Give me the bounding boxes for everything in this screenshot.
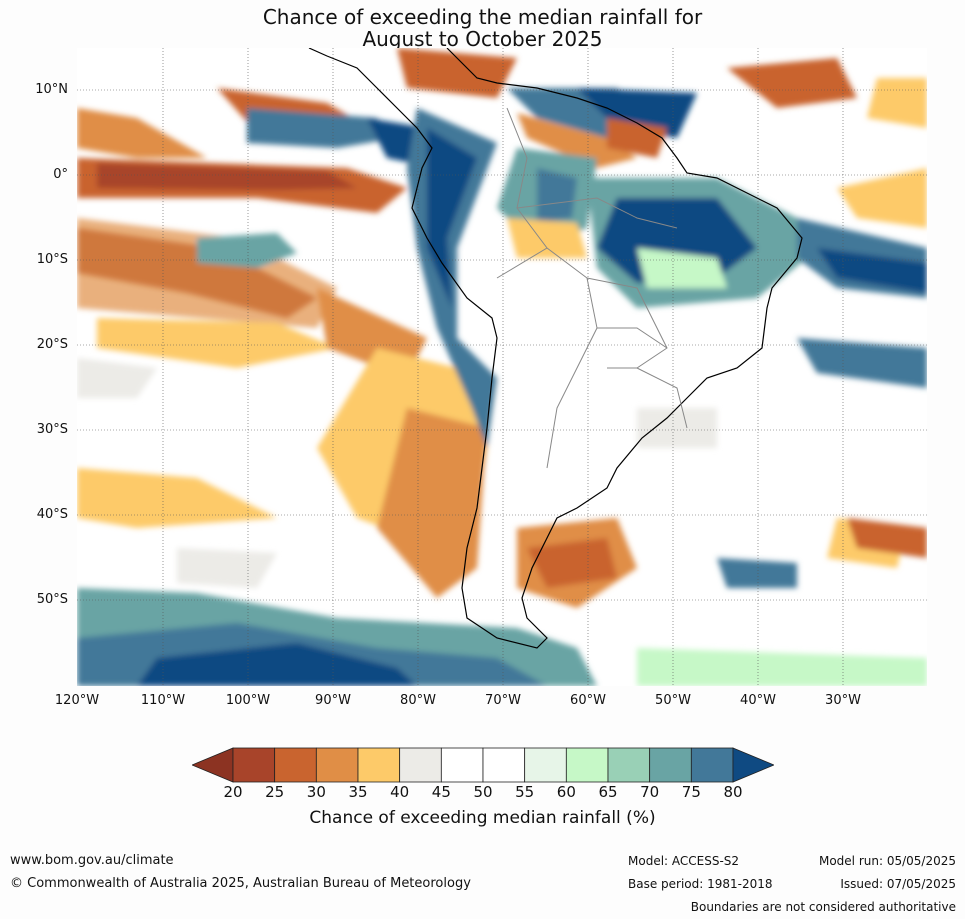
footer-issued: Issued: 07/05/2025 (840, 877, 956, 891)
footer-model: Model: ACCESS-S2 (628, 854, 740, 868)
lat-label-40s: 40°S (36, 507, 68, 522)
lat-label-20s: 20°S (36, 337, 68, 352)
lat-label-50s: 50°S (36, 592, 68, 607)
colorbar-bin (524, 747, 567, 783)
colorbar-tick-label: 60 (556, 783, 576, 801)
map-title-line2: August to October 2025 (362, 27, 603, 51)
colorbar-bin (274, 747, 317, 783)
lon-label-100w: 100°W (225, 693, 271, 708)
colorbar-tick-label: 30 (306, 783, 326, 801)
colorbar-bin (440, 747, 484, 783)
colorbar-extend-low (192, 747, 234, 783)
colorbar-tick-label: 55 (515, 783, 535, 801)
colorbar-tick-label: 80 (723, 783, 743, 801)
colorbar-tick-label: 75 (681, 783, 701, 801)
colorbar-tick-label: 25 (265, 783, 285, 801)
colorbar-tick-label: 70 (640, 783, 660, 801)
lon-label-40w: 40°W (740, 693, 776, 708)
colorbar-tick-label: 20 (223, 783, 243, 801)
probability-field (77, 48, 927, 686)
colorbar (192, 747, 774, 783)
lon-label-80w: 80°W (400, 693, 436, 708)
colorbar-bin (482, 747, 526, 783)
footer-copyright: © Commonwealth of Australia 2025, Austra… (10, 876, 471, 891)
rainfall-probability-map (77, 48, 927, 686)
lon-label-110w: 110°W (140, 693, 186, 708)
lat-label-10n: 10°N (35, 82, 68, 97)
map-title-line1: Chance of exceeding the median rainfall … (262, 5, 703, 29)
south-america-coastline (308, 48, 803, 649)
lon-label-50w: 50°W (655, 693, 691, 708)
lat-label-30s: 30°S (36, 422, 68, 437)
lon-label-30w: 30°W (825, 693, 861, 708)
footer-base-period: Base period: 1981-2018 (628, 877, 773, 891)
colorbar-bin (649, 747, 692, 783)
lon-label-120w: 120°W (54, 693, 100, 708)
colorbar-tick-label: 40 (390, 783, 410, 801)
colorbar-bin (315, 747, 359, 783)
colorbar-bin (565, 747, 609, 783)
lat-label-0: 0° (53, 167, 68, 182)
colorbar-bin (399, 747, 442, 783)
lon-label-60w: 60°W (570, 693, 606, 708)
country-borders (496, 107, 688, 469)
colorbar-tick-label: 65 (598, 783, 618, 801)
graticule (77, 48, 927, 686)
lat-label-10s: 10°S (36, 252, 68, 267)
colorbar-tick-label: 35 (348, 783, 368, 801)
lon-label-70w: 70°W (485, 693, 521, 708)
colorbar-bin (232, 747, 276, 783)
lon-label-90w: 90°W (315, 693, 351, 708)
colorbar-tick-label: 50 (473, 783, 493, 801)
footer-model-run: Model run: 05/05/2025 (818, 854, 956, 868)
colorbar-extend-high (732, 747, 774, 783)
colorbar-bin (607, 747, 651, 783)
colorbar-label: Chance of exceeding median rainfall (%) (309, 808, 656, 828)
footer-url: www.bom.gov.au/climate (10, 853, 174, 868)
footer-disclaimer: Boundaries are not considered authoritat… (690, 900, 956, 914)
colorbar-tick-label: 45 (431, 783, 451, 801)
colorbar-bin (357, 747, 401, 783)
colorbar-bin (690, 747, 734, 783)
